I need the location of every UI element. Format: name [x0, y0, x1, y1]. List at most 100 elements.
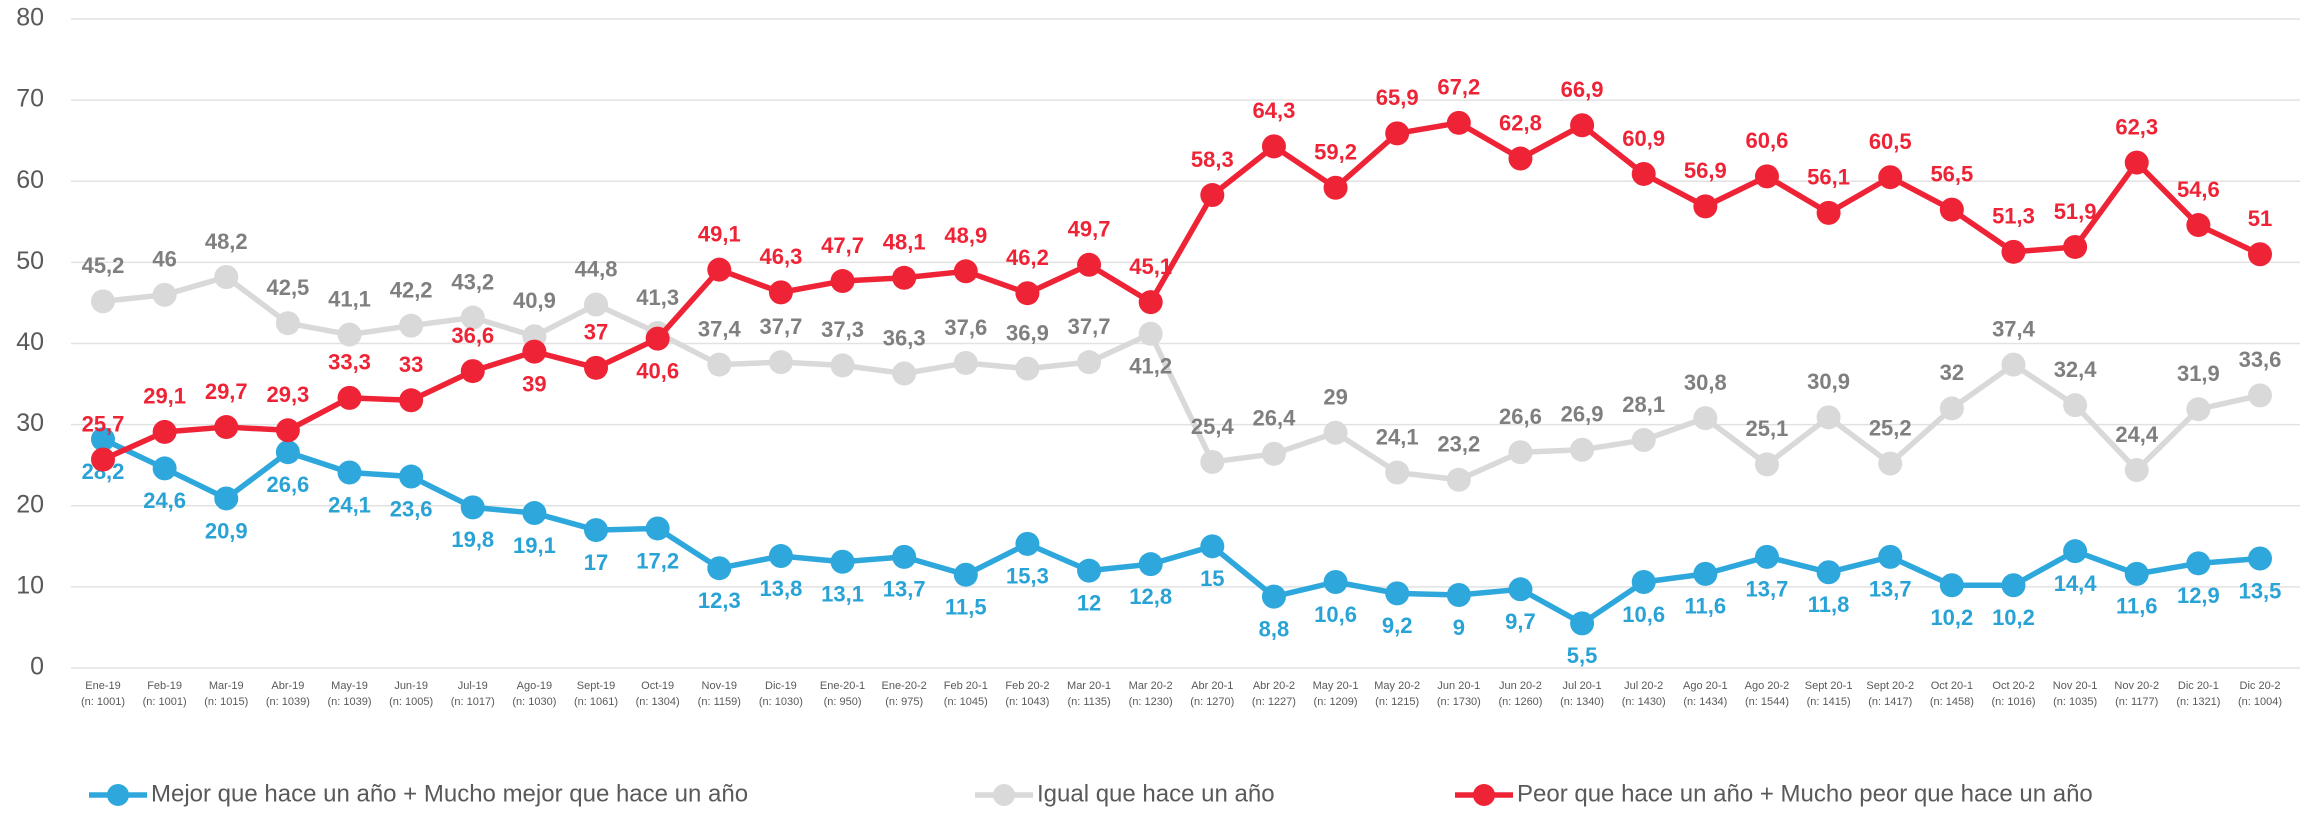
- x-tick-label: Sept 20-1: [1805, 680, 1853, 692]
- data-label: 13,1: [821, 582, 864, 607]
- data-label: 5,5: [1567, 643, 1598, 668]
- x-tick-note: (n: 1016): [1991, 696, 2035, 708]
- data-point: [953, 259, 978, 284]
- data-label: 32,4: [2054, 357, 2098, 382]
- data-label: 36,3: [883, 325, 926, 350]
- x-tick-note: (n: 1430): [1622, 696, 1666, 708]
- x-tick-note: (n: 1039): [327, 696, 371, 708]
- x-tick-note: (n: 1730): [1437, 696, 1481, 708]
- data-point: [1261, 584, 1286, 609]
- data-label: 40,9: [513, 288, 556, 313]
- data-point: [1693, 194, 1718, 219]
- x-tick-label: May-19: [331, 680, 368, 692]
- data-label: 44,8: [575, 256, 618, 281]
- x-tick-label: Jun 20-2: [1499, 680, 1542, 692]
- data-point: [2124, 561, 2149, 586]
- legend-marker: [1473, 784, 1495, 806]
- data-label: 10,6: [1314, 602, 1357, 627]
- data-point: [1508, 146, 1533, 171]
- data-point: [460, 495, 485, 520]
- data-label: 24,6: [143, 488, 186, 513]
- y-tick-label: 70: [16, 85, 44, 113]
- data-label: 11,8: [1808, 592, 1850, 617]
- data-point: [1015, 356, 1040, 381]
- data-point: [1878, 451, 1903, 476]
- data-label: 10,2: [1930, 605, 1973, 630]
- data-point: [1385, 460, 1410, 485]
- x-tick-label: Abr-19: [271, 680, 304, 692]
- data-point: [337, 385, 362, 410]
- data-label: 9,7: [1505, 609, 1536, 634]
- data-point: [152, 419, 177, 444]
- data-point: [2248, 383, 2272, 408]
- data-point: [1261, 441, 1286, 466]
- x-tick-label: May 20-2: [1374, 680, 1420, 692]
- data-point: [2063, 393, 2088, 418]
- x-tick-label: May 20-1: [1313, 680, 1359, 692]
- data-point: [892, 544, 917, 569]
- data-point: [1693, 406, 1718, 431]
- x-tick-label: Jul-19: [458, 680, 488, 692]
- data-point: [1816, 560, 1841, 585]
- data-label: 42,5: [266, 275, 309, 300]
- data-label: 37: [584, 320, 608, 345]
- data-point: [399, 388, 424, 413]
- data-label: 43,2: [451, 269, 494, 294]
- data-label: 11,5: [945, 595, 987, 620]
- x-tick-label: Ene-20-2: [882, 680, 927, 692]
- data-label: 62,8: [1499, 110, 1542, 135]
- x-tick-label: Abr 20-1: [1191, 680, 1233, 692]
- data-label: 20,9: [205, 518, 248, 543]
- data-label: 10,6: [1622, 602, 1665, 627]
- data-point: [1446, 110, 1471, 135]
- data-point: [2124, 458, 2149, 483]
- y-tick-label: 80: [16, 4, 44, 32]
- data-point: [1508, 577, 1533, 602]
- data-label: 33,6: [2239, 347, 2282, 372]
- data-point: [1077, 558, 1102, 583]
- data-point: [645, 516, 670, 541]
- data-label: 25,4: [1191, 414, 1235, 439]
- x-tick-note: (n: 1270): [1190, 696, 1234, 708]
- x-tick-label: Sept 20-2: [1866, 680, 1914, 692]
- data-label: 42,2: [390, 277, 433, 302]
- data-point: [2248, 242, 2272, 267]
- data-label: 24,1: [328, 492, 371, 517]
- data-label: 56,1: [1807, 165, 1850, 190]
- data-point: [1138, 290, 1163, 315]
- data-point: [1816, 405, 1841, 430]
- data-point: [275, 440, 300, 465]
- data-point: [1200, 183, 1225, 208]
- data-label: 17,2: [636, 548, 679, 573]
- data-label: 12,8: [1129, 584, 1172, 609]
- data-point: [1754, 544, 1779, 569]
- data-label: 30,9: [1807, 369, 1850, 394]
- data-label: 30,8: [1684, 370, 1727, 395]
- x-tick-note: (n: 1177): [2115, 696, 2158, 708]
- y-tick-label: 60: [16, 166, 44, 194]
- data-label: 46,2: [1006, 245, 1049, 270]
- data-point: [91, 427, 115, 452]
- x-tick-note: (n: 1061): [574, 696, 618, 708]
- data-point: [1631, 161, 1656, 186]
- data-label: 60,5: [1869, 129, 1912, 154]
- x-tick-note: (n: 1030): [759, 696, 803, 708]
- x-tick-label: Dic 20-2: [2240, 680, 2281, 692]
- data-label: 60,6: [1746, 128, 1789, 153]
- data-point: [91, 289, 115, 314]
- data-point: [1200, 534, 1225, 559]
- data-point: [2001, 239, 2026, 264]
- data-point: [1446, 467, 1471, 492]
- data-label: 29,7: [205, 379, 248, 404]
- data-point: [152, 282, 177, 307]
- data-point: [1939, 197, 1964, 222]
- data-point: [2124, 150, 2149, 175]
- data-label: 15,3: [1006, 564, 1049, 589]
- x-tick-note: (n: 950): [824, 696, 862, 708]
- legend-label: Igual que hace un año: [1037, 780, 1275, 807]
- data-point: [337, 460, 362, 485]
- data-point: [2186, 213, 2211, 238]
- data-label: 32: [1940, 360, 1964, 385]
- data-label: 66,9: [1561, 77, 1604, 102]
